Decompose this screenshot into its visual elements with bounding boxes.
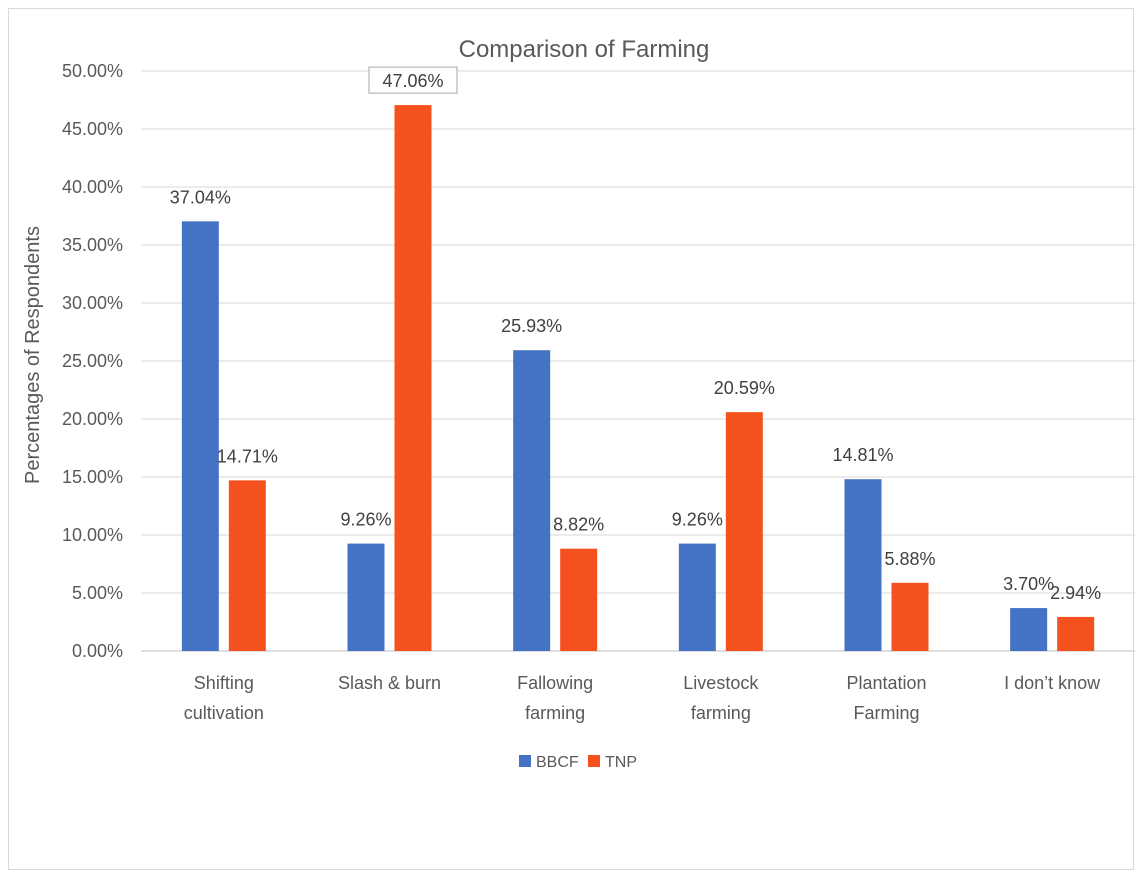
category-label: farming <box>691 703 751 723</box>
y-axis-ticks: 0.00% 5.00% 10.00% 15.00% 20.00% 25.00% 30.00%… <box>62 61 123 661</box>
y-tick-label: 25.00% <box>62 351 123 371</box>
y-tick-label: 45.00% <box>62 119 123 139</box>
data-label-box <box>368 66 458 94</box>
category-label: I don’t know <box>1004 673 1101 693</box>
category-label: Farming <box>853 703 919 723</box>
data-label: 14.71% <box>217 446 278 466</box>
bar-tnp <box>394 105 432 651</box>
data-label: 25.93% <box>501 316 562 336</box>
gridlines <box>141 70 1135 652</box>
data-labels: 37.04% 9.26% 25.93% 9.26% 14.81% 3.70% 14.71% 4… <box>170 66 1101 603</box>
category-label: Plantation <box>846 673 926 693</box>
bar-tnp <box>1057 616 1095 651</box>
category-label: Fallowing <box>517 673 593 693</box>
bars <box>181 105 1095 651</box>
y-tick-label: 0.00% <box>72 641 123 661</box>
y-tick-label: 40.00% <box>62 177 123 197</box>
category-label: Shifting <box>194 673 254 693</box>
legend-label: BBCF <box>536 754 579 771</box>
y-axis-title: Percentages of Respondents <box>22 226 44 484</box>
data-label: 9.26% <box>340 510 391 530</box>
bar-bbcf <box>181 221 219 651</box>
category-label: farming <box>525 703 585 723</box>
category-label: Slash & burn <box>338 673 441 693</box>
legend-label: TNP <box>605 754 637 771</box>
x-axis-categories: Shifting cultivation Slash & burn Fallowing… <box>184 673 1101 723</box>
bar-tnp <box>228 480 266 651</box>
data-label: 2.94% <box>1050 583 1101 603</box>
data-label: 37.04% <box>170 187 231 207</box>
data-label: 20.59% <box>714 378 775 398</box>
bar-bbcf <box>1010 608 1048 651</box>
legend-swatch <box>519 755 531 767</box>
category-label: cultivation <box>184 703 264 723</box>
data-label: 9.26% <box>672 510 723 530</box>
y-tick-label: 50.00% <box>62 61 123 81</box>
data-label: 5.88% <box>884 549 935 569</box>
data-label: 3.70% <box>1003 574 1054 594</box>
legend: BBCF TNP <box>519 754 637 771</box>
legend-swatch <box>588 755 600 767</box>
chart-title: Comparison of Farming <box>459 36 710 63</box>
y-tick-label: 15.00% <box>62 467 123 487</box>
bar-tnp <box>560 548 598 651</box>
bar-bbcf <box>678 543 716 651</box>
bar-bbcf <box>347 543 385 651</box>
y-tick-label: 10.00% <box>62 525 123 545</box>
bar-tnp <box>725 412 763 651</box>
bar-bbcf <box>844 479 882 651</box>
y-tick-label: 35.00% <box>62 235 123 255</box>
y-tick-label: 30.00% <box>62 293 123 313</box>
bar-chart: 0.00% 5.00% 10.00% 15.00% 20.00% 25.00% 30.00%… <box>22 36 1135 771</box>
data-label: 8.82% <box>553 515 604 535</box>
y-tick-label: 20.00% <box>62 409 123 429</box>
chart-frame: 0.00% 5.00% 10.00% 15.00% 20.00% 25.00% 30.00%… <box>8 8 1135 870</box>
bar-bbcf <box>513 350 551 651</box>
category-label: Livestock <box>683 673 759 693</box>
data-label: 47.06% <box>382 71 443 91</box>
bar-tnp <box>891 582 929 651</box>
data-label: 14.81% <box>832 445 893 465</box>
y-tick-label: 5.00% <box>72 583 123 603</box>
